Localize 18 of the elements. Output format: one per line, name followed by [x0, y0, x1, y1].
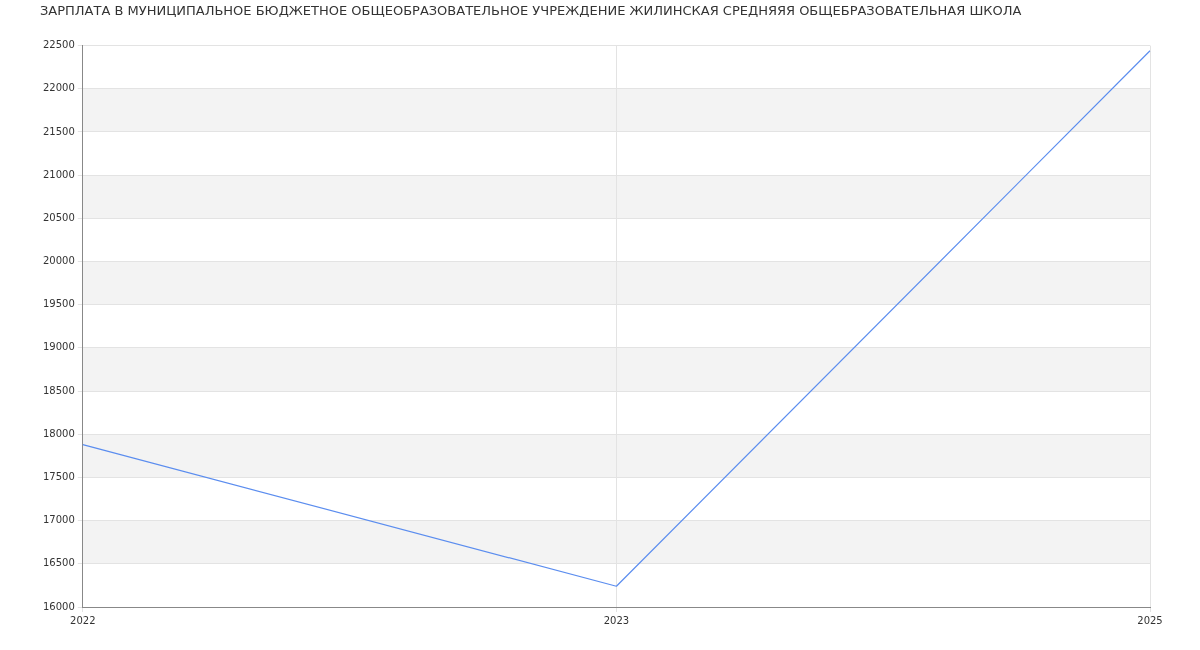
y-tick-label: 17500 — [43, 471, 75, 483]
x-tick-label: 2022 — [70, 614, 96, 626]
y-tick-label: 22500 — [43, 39, 75, 51]
y-tick-label: 20500 — [43, 211, 75, 223]
y-tick-label: 19000 — [43, 341, 75, 353]
y-tick-label: 22000 — [43, 82, 75, 94]
y-tick-label: 20000 — [43, 255, 75, 267]
y-tick-label: 16000 — [43, 600, 75, 612]
y-tick-label: 21500 — [43, 125, 75, 137]
x-tick-label: 2023 — [603, 614, 630, 626]
y-tick-label: 18500 — [43, 384, 75, 396]
y-tick-label: 16500 — [43, 557, 75, 569]
y-tick-label: 21000 — [43, 168, 75, 180]
y-tick-label: 19500 — [43, 298, 75, 310]
x-tick-label: 2025 — [1137, 614, 1163, 626]
chart-title: ЗАРПЛАТА В МУНИЦИПАЛЬНОЕ БЮДЖЕТНОЕ ОБЩЕОБРАЗОВАТЕЛЬНОЕ УЧРЕЖДЕНИЕ ЖИЛИНСКАЯ СРЕДНЯЯЯ ОБЩЕБРАЗОВАТЕЛЬНАЯ ШКОЛА — [40, 3, 1022, 19]
y-tick-label: 18000 — [43, 427, 75, 439]
y-tick-label: 17000 — [43, 514, 75, 526]
